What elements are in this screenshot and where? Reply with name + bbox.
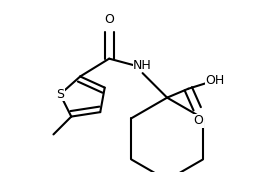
Text: S: S xyxy=(56,88,64,101)
Text: OH: OH xyxy=(205,74,225,87)
Text: O: O xyxy=(193,114,203,127)
Text: O: O xyxy=(104,13,114,26)
Text: NH: NH xyxy=(133,59,152,72)
